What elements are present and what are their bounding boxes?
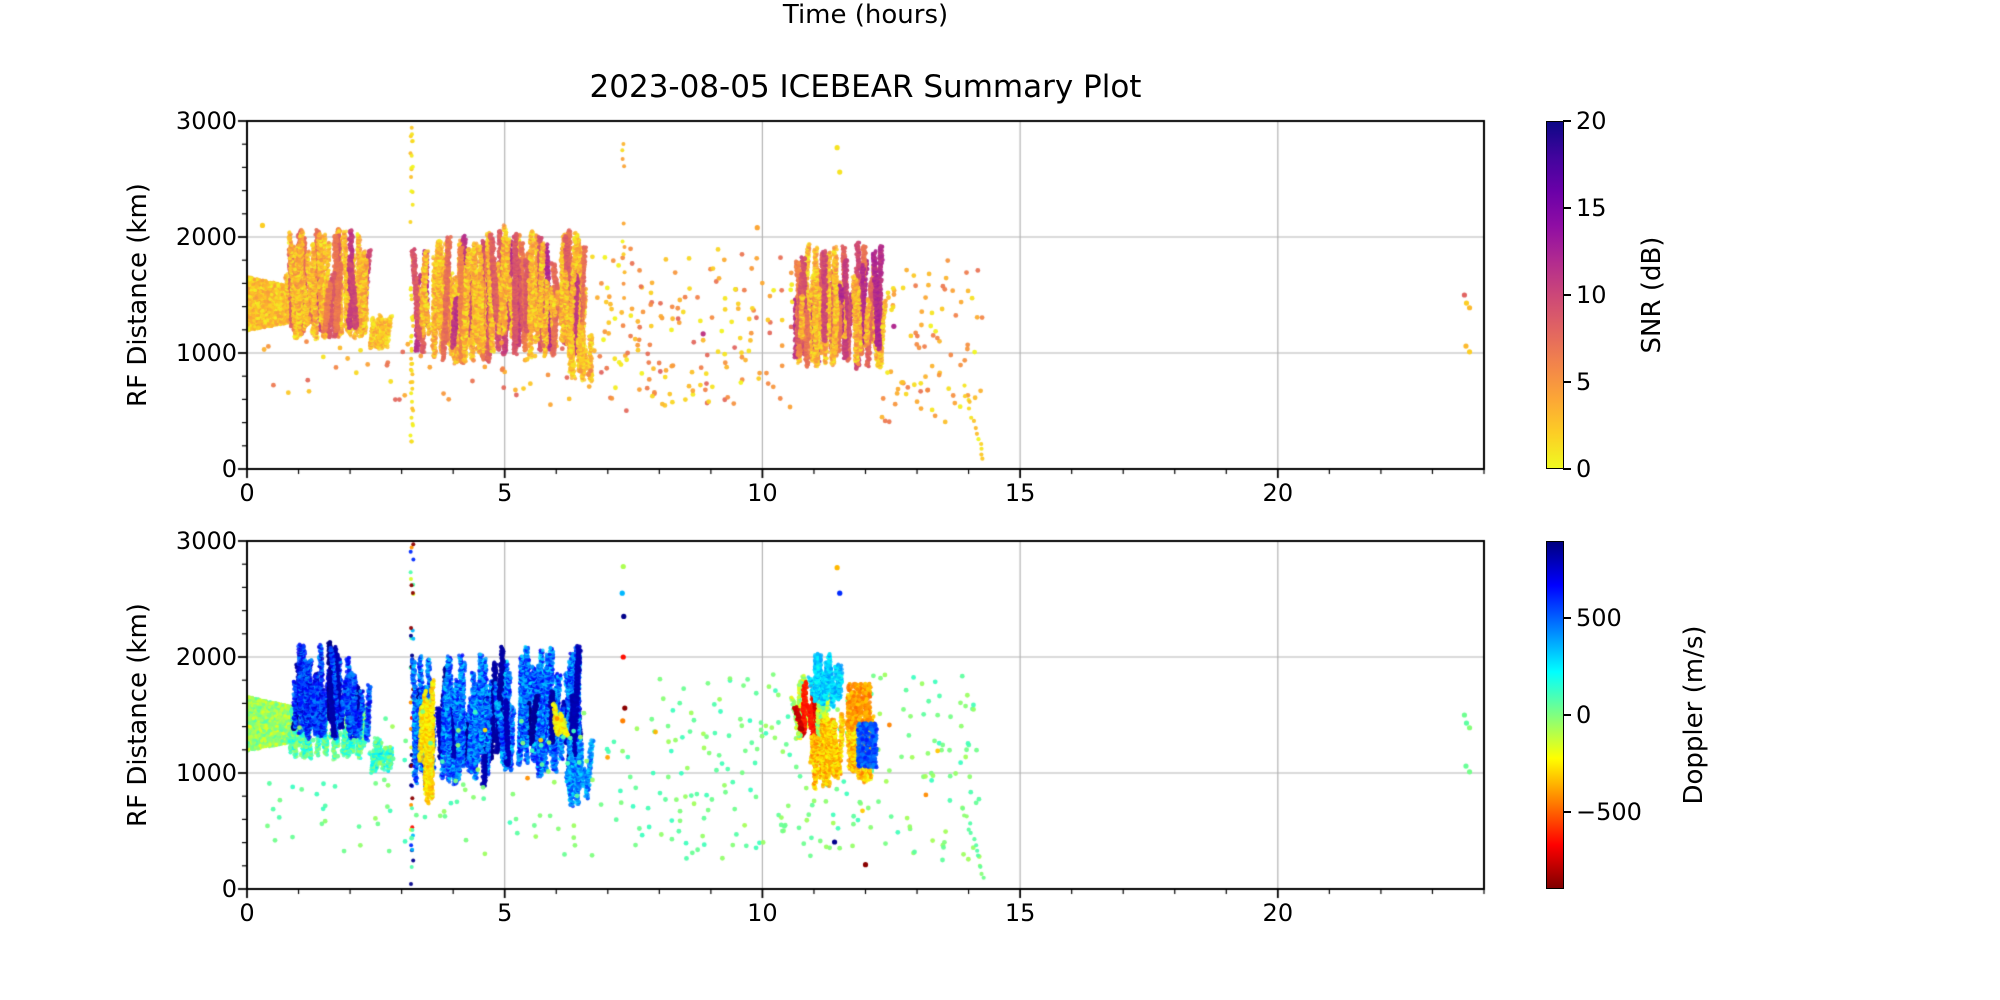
colorbar-tick-mark xyxy=(1563,617,1571,620)
y-tick-label: 3000 xyxy=(175,107,237,135)
colorbar-tick: 500 xyxy=(1563,604,1622,632)
y-tick-label: 0 xyxy=(221,875,237,903)
doppler-colorbar-label: Doppler (m/s) xyxy=(1679,625,1709,805)
snr-colorbar xyxy=(1546,121,1564,469)
colorbar-tick-mark xyxy=(1563,294,1571,296)
x-tick-label: 10 xyxy=(747,479,778,507)
colorbar-tick-mark xyxy=(1563,120,1571,122)
colorbar-tick-label: 10 xyxy=(1576,281,1607,309)
colorbar-tick-label: 20 xyxy=(1576,107,1607,135)
colorbar-tick-label: 500 xyxy=(1576,604,1622,633)
x-tick-label: 15 xyxy=(1004,899,1036,927)
colorbar-tick-label: 0 xyxy=(1576,455,1592,483)
x-tick-label: 0 xyxy=(239,479,255,507)
colorbar-tick-mark xyxy=(1563,810,1571,813)
y-tick-label: 1000 xyxy=(175,759,237,787)
y-axis-label: RF Distance (km) xyxy=(123,183,153,407)
x-axis-label: Time (hours) xyxy=(782,0,949,30)
chart-title: 2023-08-05 ICEBEAR Summary Plot xyxy=(589,69,1142,105)
x-tick-label: 20 xyxy=(1262,899,1294,927)
colorbar-tick-label: 15 xyxy=(1576,194,1607,222)
snr-scatter-canvas xyxy=(229,103,1502,487)
colorbar-tick: 0 xyxy=(1563,455,1591,483)
colorbar-tick-mark xyxy=(1563,207,1571,209)
y-tick-label: 2000 xyxy=(175,223,237,251)
x-tick-label: 10 xyxy=(747,899,778,927)
x-tick-label: 15 xyxy=(1004,479,1036,507)
colorbar-tick: 0 xyxy=(1563,701,1591,729)
doppler-scatter-canvas xyxy=(229,523,1502,907)
y-tick-label: 3000 xyxy=(175,527,237,555)
colorbar-tick: 15 xyxy=(1563,194,1607,222)
colorbar-tick: −500 xyxy=(1563,798,1642,826)
y-tick-label: 2000 xyxy=(175,643,237,671)
y-tick-label: 1000 xyxy=(175,339,237,367)
doppler-colorbar xyxy=(1546,541,1564,889)
colorbar-tick-label: −500 xyxy=(1576,797,1642,826)
colorbar-tick: 20 xyxy=(1563,107,1607,135)
colorbar-tick-mark xyxy=(1563,714,1571,716)
colorbar-tick-label: 5 xyxy=(1576,368,1592,396)
x-tick-label: 5 xyxy=(497,479,513,507)
colorbar-tick-label: 0 xyxy=(1576,701,1592,729)
colorbar-tick: 5 xyxy=(1563,368,1591,396)
y-tick-label: 0 xyxy=(221,455,237,483)
x-tick-label: 0 xyxy=(239,899,255,927)
snr-colorbar-label: SNR (dB) xyxy=(1637,236,1667,354)
colorbar-tick-mark xyxy=(1563,468,1571,470)
colorbar-tick: 10 xyxy=(1563,281,1607,309)
x-tick-label: 20 xyxy=(1262,479,1294,507)
x-tick-label: 5 xyxy=(497,899,513,927)
y-axis-label: RF Distance (km) xyxy=(123,603,153,827)
colorbar-tick-mark xyxy=(1563,381,1571,383)
